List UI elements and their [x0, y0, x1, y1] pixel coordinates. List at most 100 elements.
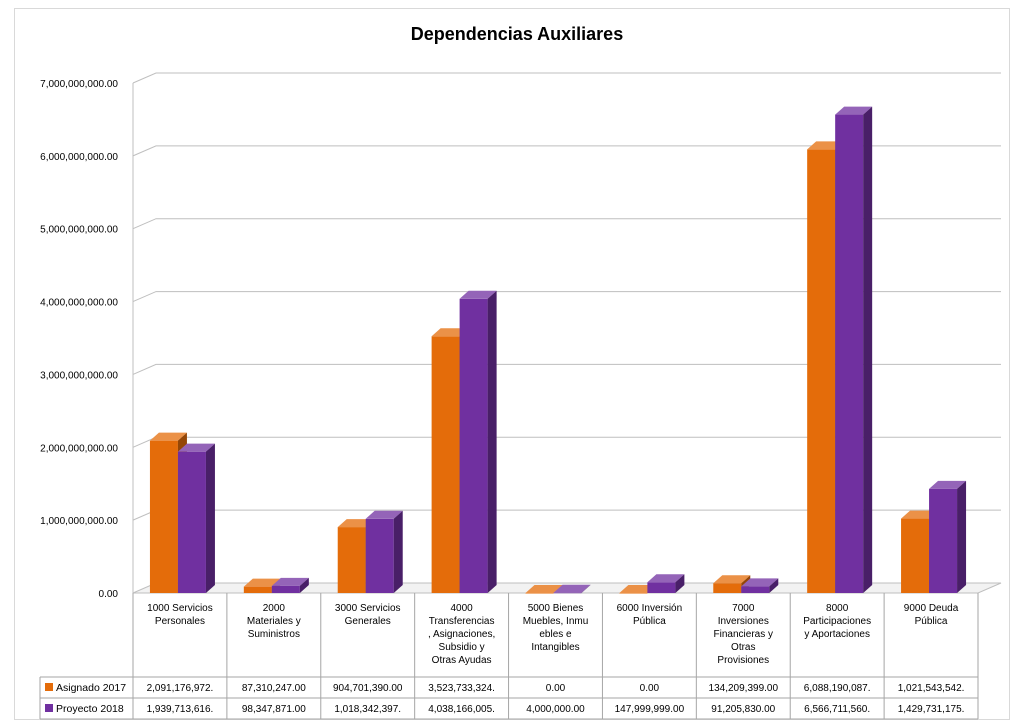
bar-front	[553, 592, 582, 594]
category-label: 4000	[450, 603, 473, 614]
gridline	[132, 363, 1001, 375]
y-tick-label: 6,000,000,000.00	[40, 152, 118, 163]
data-label: 98,347,871.00	[242, 704, 306, 715]
category-label: Otras	[731, 642, 755, 653]
data-label: 4,000,000.00	[526, 704, 585, 715]
bar-side	[393, 510, 403, 593]
data-label: 904,701,390.00	[333, 683, 403, 694]
category-label: 5000 Bienes	[528, 603, 584, 614]
bar-front	[459, 298, 488, 593]
category-label: Personales	[155, 616, 205, 627]
bar-proyecto-2018	[741, 578, 779, 593]
bar-front	[835, 114, 864, 593]
bar-top	[929, 480, 967, 489]
category-label: 1000 Servicios	[147, 603, 213, 614]
y-tick-label: 5,000,000,000.00	[40, 225, 118, 236]
bar-front	[807, 149, 836, 593]
bar-front	[713, 583, 742, 593]
data-label: 147,999,999.00	[615, 704, 685, 715]
category-label: Pública	[633, 616, 666, 627]
category-label: ebles e	[539, 629, 572, 640]
category-label: y Aportaciones	[804, 629, 870, 640]
category-label: 8000	[826, 603, 849, 614]
y-tick-label: 2,000,000,000.00	[40, 443, 118, 454]
bar-front	[525, 593, 554, 594]
category-label: Generales	[345, 616, 391, 627]
bar-top	[459, 290, 497, 299]
bar-side	[581, 584, 591, 593]
bar-top	[619, 585, 657, 593]
bar-front	[647, 582, 676, 593]
category-label: Subsidio y	[439, 642, 485, 653]
category-label: 2000	[263, 603, 286, 614]
data-label: 3,523,733,324.	[428, 683, 495, 694]
bar-proyecto-2018	[459, 290, 497, 593]
data-label: 6,566,711,560.	[804, 704, 870, 715]
data-label: 87,310,247.00	[242, 683, 306, 694]
category-label: Materiales y	[247, 616, 301, 627]
bar-front	[243, 586, 272, 593]
bar-top	[647, 574, 685, 583]
bar-side	[487, 290, 497, 593]
bar-side	[863, 106, 873, 593]
data-label: 6,088,190,087.	[804, 683, 871, 694]
data-label: 1,021,543,542.	[898, 683, 965, 694]
bar-proyecto-2018	[177, 443, 215, 593]
bar-top	[901, 510, 939, 519]
gridline	[132, 145, 1001, 157]
category-label: Otras Ayudas	[432, 655, 492, 666]
data-label: 2,091,176,972.	[147, 683, 214, 694]
y-tick-label: 1,000,000,000.00	[40, 516, 118, 527]
category-label: Intangibles	[531, 642, 579, 653]
legend-label: Asignado 2017	[56, 682, 126, 694]
bar-top	[243, 578, 281, 587]
bar-proyecto-2018	[929, 480, 967, 593]
bar-proyecto-2018	[271, 577, 309, 593]
legend-swatch	[45, 683, 53, 691]
bar-front	[431, 336, 460, 593]
bar-side	[205, 443, 215, 593]
category-label: Financieras y	[714, 629, 773, 640]
bar-proyecto-2018	[835, 106, 873, 593]
legend-swatch	[45, 704, 53, 712]
bar-side	[957, 480, 967, 593]
y-tick-label: 4,000,000,000.00	[40, 298, 118, 309]
bar-side	[299, 577, 309, 593]
y-tick-label: 7,000,000,000.00	[40, 79, 118, 90]
data-label: 0.00	[546, 683, 566, 694]
bar-top	[835, 106, 873, 115]
bar-top	[271, 577, 309, 586]
data-label: 1,429,731,175.	[898, 704, 965, 715]
category-label: Transferencias	[429, 616, 495, 627]
bar-asignado-2017	[619, 585, 657, 594]
legend-label: Proyecto 2018	[56, 703, 124, 715]
bar-top	[553, 584, 591, 593]
bar-asignado-2017	[525, 585, 563, 594]
chart-title: Dependencias Auxiliares	[411, 24, 623, 44]
data-label: 1,939,713,616.	[147, 704, 214, 715]
bar-top	[525, 585, 563, 593]
bar-front	[337, 527, 366, 593]
bar-side	[769, 578, 779, 593]
category-label: 9000 Deuda	[904, 603, 959, 614]
bar-front	[365, 518, 394, 593]
category-label: 6000 Inversión	[617, 603, 683, 614]
bar-side	[675, 574, 685, 593]
bar-top	[365, 510, 403, 519]
data-label: 91,205,830.00	[711, 704, 775, 715]
bar-front	[177, 451, 206, 593]
gridline	[132, 218, 1001, 230]
bars	[149, 106, 967, 594]
data-table: 1000 Servicios Personales 2000 Materiales y…	[39, 593, 979, 720]
bar-front	[271, 585, 300, 593]
bar-proyecto-2018	[647, 574, 685, 593]
bar-top	[431, 328, 469, 337]
bar-top	[149, 432, 187, 441]
bar-front	[901, 518, 930, 593]
bar-top	[713, 575, 751, 584]
bar-top	[807, 141, 845, 150]
gridline	[132, 291, 1001, 303]
data-label: 0.00	[640, 683, 660, 694]
y-axis-ticks: 0.00 1,000,000,000.00 2,000,000,000.00 3,00…	[40, 79, 118, 600]
